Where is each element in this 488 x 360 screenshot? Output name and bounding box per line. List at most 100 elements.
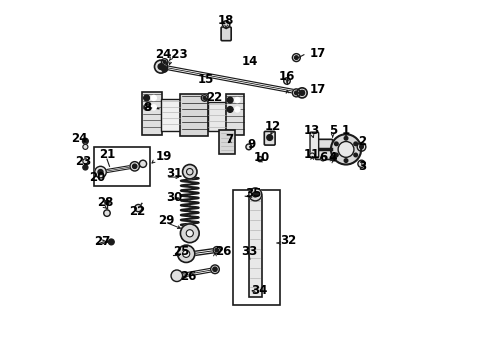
Circle shape	[203, 96, 205, 99]
Text: 27: 27	[94, 235, 110, 248]
Text: 32: 32	[279, 234, 295, 247]
Circle shape	[353, 142, 357, 146]
Circle shape	[151, 95, 156, 100]
Circle shape	[245, 144, 251, 150]
Text: 31: 31	[166, 167, 182, 180]
Circle shape	[163, 60, 166, 63]
Circle shape	[309, 153, 314, 158]
Text: 2423: 2423	[154, 48, 187, 61]
Circle shape	[151, 105, 156, 110]
Circle shape	[82, 159, 88, 164]
Text: 6: 6	[318, 151, 326, 164]
Circle shape	[330, 134, 361, 165]
Circle shape	[294, 91, 298, 95]
Text: 25: 25	[173, 245, 189, 258]
Circle shape	[162, 66, 167, 72]
Circle shape	[132, 164, 137, 168]
Text: 10: 10	[253, 151, 270, 164]
FancyBboxPatch shape	[248, 195, 261, 297]
Circle shape	[227, 107, 232, 112]
FancyBboxPatch shape	[221, 27, 231, 41]
Circle shape	[98, 170, 103, 175]
Text: 16: 16	[279, 70, 295, 83]
Circle shape	[144, 104, 150, 110]
Circle shape	[143, 95, 149, 101]
Text: 17: 17	[309, 47, 325, 60]
Circle shape	[108, 239, 114, 245]
Circle shape	[103, 210, 110, 216]
Circle shape	[180, 224, 199, 243]
Text: 8: 8	[142, 101, 151, 114]
Text: 20: 20	[89, 171, 105, 184]
Circle shape	[210, 265, 219, 274]
Circle shape	[130, 162, 139, 171]
Circle shape	[357, 160, 365, 167]
Circle shape	[353, 153, 357, 157]
Text: 11: 11	[304, 148, 320, 161]
Circle shape	[292, 54, 300, 62]
Text: 24: 24	[71, 132, 88, 145]
FancyBboxPatch shape	[161, 99, 181, 131]
FancyBboxPatch shape	[180, 94, 208, 136]
Circle shape	[344, 136, 347, 140]
FancyBboxPatch shape	[219, 130, 234, 154]
Circle shape	[182, 250, 189, 257]
Text: 3: 3	[358, 160, 366, 173]
Text: 9: 9	[247, 138, 255, 151]
FancyBboxPatch shape	[309, 132, 318, 158]
Circle shape	[330, 156, 336, 161]
Circle shape	[292, 89, 300, 97]
Text: 14: 14	[241, 55, 258, 68]
Circle shape	[182, 165, 197, 179]
Circle shape	[143, 104, 149, 110]
Circle shape	[82, 165, 88, 170]
Text: 26: 26	[180, 270, 196, 283]
Text: 4: 4	[328, 151, 336, 164]
Circle shape	[139, 160, 146, 167]
Circle shape	[201, 95, 207, 101]
Circle shape	[227, 97, 232, 103]
Circle shape	[334, 153, 338, 157]
Text: 33: 33	[240, 245, 256, 258]
Circle shape	[186, 230, 193, 237]
Circle shape	[95, 166, 106, 178]
Text: 18: 18	[218, 14, 234, 27]
Circle shape	[294, 56, 298, 59]
Circle shape	[134, 204, 142, 212]
Text: 34: 34	[250, 284, 267, 297]
FancyBboxPatch shape	[207, 102, 226, 131]
Text: 2: 2	[358, 135, 366, 148]
Circle shape	[257, 157, 262, 162]
Circle shape	[283, 78, 289, 84]
Circle shape	[158, 64, 163, 69]
Circle shape	[104, 200, 109, 204]
Text: 29: 29	[158, 214, 174, 227]
Circle shape	[252, 192, 257, 197]
Circle shape	[296, 88, 306, 98]
FancyBboxPatch shape	[94, 147, 150, 186]
Circle shape	[344, 159, 347, 162]
Text: 28: 28	[97, 196, 113, 209]
Text: 21: 21	[99, 148, 115, 161]
Circle shape	[234, 107, 239, 112]
Circle shape	[161, 59, 167, 65]
Text: 22: 22	[205, 91, 222, 104]
FancyBboxPatch shape	[225, 94, 244, 135]
FancyBboxPatch shape	[264, 131, 275, 145]
Text: 26: 26	[215, 245, 231, 258]
Circle shape	[213, 247, 220, 254]
Circle shape	[356, 143, 365, 151]
Text: 17: 17	[309, 83, 325, 96]
Circle shape	[82, 138, 88, 144]
Text: 7: 7	[225, 133, 233, 146]
FancyBboxPatch shape	[315, 139, 332, 159]
Circle shape	[177, 245, 194, 262]
Circle shape	[171, 270, 182, 282]
FancyBboxPatch shape	[232, 190, 279, 305]
Text: 35: 35	[244, 187, 261, 200]
Circle shape	[337, 141, 353, 157]
Text: 30: 30	[166, 191, 182, 204]
Text: 15: 15	[197, 73, 214, 86]
Circle shape	[215, 248, 218, 252]
Circle shape	[82, 144, 88, 149]
